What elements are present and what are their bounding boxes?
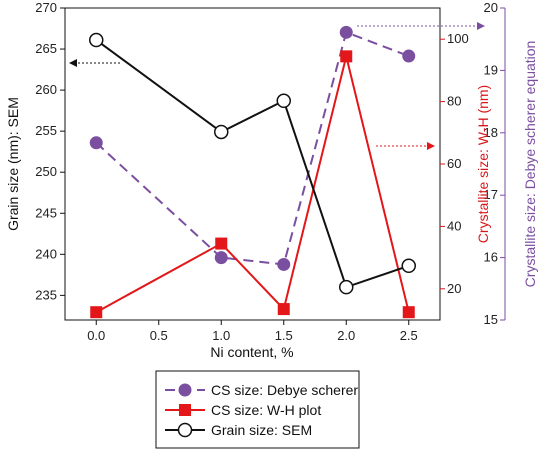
series-cs-size-debye-scherer bbox=[89, 25, 416, 271]
y-left-tick-label: 250 bbox=[35, 164, 57, 179]
x-tick-label: 1.5 bbox=[275, 328, 293, 343]
data-point bbox=[339, 25, 353, 39]
legend-label: CS size: W-H plot bbox=[211, 402, 321, 418]
y-axis-right-debye: 15 16 17 18 19 20 bbox=[484, 0, 506, 327]
legend-item-grain-size-sem: Grain size: SEM bbox=[165, 422, 312, 438]
x-axis-title: Ni content, % bbox=[210, 344, 293, 360]
data-point bbox=[214, 251, 228, 265]
legend-marker bbox=[177, 422, 193, 438]
data-point bbox=[402, 306, 415, 319]
legend-item-cs-size-debye-scherer: CS size: Debye scherer bbox=[165, 382, 358, 398]
y-left-tick-label: 255 bbox=[35, 123, 57, 138]
series-layer bbox=[89, 25, 416, 319]
data-point bbox=[402, 49, 416, 63]
data-point bbox=[89, 32, 104, 48]
data-point bbox=[340, 50, 353, 63]
x-tick-label: 0.0 bbox=[87, 328, 105, 343]
series-cs-size-w-h-plot bbox=[90, 50, 415, 319]
data-point bbox=[276, 93, 291, 109]
y-right-wh-tick-label: 60 bbox=[447, 156, 461, 171]
y-right-wh-tick-label: 40 bbox=[447, 218, 461, 233]
x-axis: 0.0 0.5 1.0 1.5 2.0 2.5 bbox=[87, 320, 418, 343]
y-left-tick-label: 240 bbox=[35, 246, 57, 261]
y-axis-left-title: Grain size (nm): SEM bbox=[5, 97, 21, 231]
data-point bbox=[215, 237, 228, 250]
y-axis-left: 235 240 245 250 255 260 265 270 bbox=[35, 0, 65, 302]
data-point bbox=[89, 136, 103, 150]
y-right-wh-tick-label: 80 bbox=[447, 94, 461, 109]
x-tick-label: 2.5 bbox=[400, 328, 418, 343]
x-tick-label: 0.5 bbox=[150, 328, 168, 343]
series-line bbox=[95, 39, 410, 289]
y-left-tick-label: 245 bbox=[35, 205, 57, 220]
legend-label: Grain size: SEM bbox=[211, 422, 312, 438]
y-left-tick-label: 270 bbox=[35, 0, 57, 15]
legend-marker bbox=[179, 404, 191, 416]
data-point bbox=[277, 303, 290, 316]
data-point bbox=[339, 279, 354, 295]
y-left-tick-label: 260 bbox=[35, 82, 57, 97]
legend-label: CS size: Debye scherer bbox=[211, 382, 358, 398]
series-grain-size-sem bbox=[89, 32, 416, 295]
y-right-debye-tick-label: 15 bbox=[484, 312, 498, 327]
y-right-debye-tick-label: 19 bbox=[484, 62, 498, 77]
y-right-debye-tick-label: 20 bbox=[484, 0, 498, 15]
data-point bbox=[401, 258, 416, 274]
y-right-debye-tick-label: 16 bbox=[484, 250, 498, 265]
legend: CS size: Debye scherer CS size: W-H plot G… bbox=[155, 370, 360, 449]
y-axis-right-wh-title: Crystallite size: W-H (nm) bbox=[475, 85, 491, 243]
legend-item-cs-size-w-h-plot: CS size: W-H plot bbox=[165, 402, 321, 418]
y-axis-right-debye-title: Crystallite size: Debye scherer equation bbox=[522, 41, 538, 288]
data-point bbox=[277, 257, 291, 271]
y-right-wh-tick-label: 20 bbox=[447, 281, 461, 296]
plot-area bbox=[64, 7, 441, 321]
x-tick-label: 1.0 bbox=[212, 328, 230, 343]
legend-marker bbox=[178, 383, 192, 397]
data-point bbox=[214, 124, 229, 140]
data-point bbox=[90, 306, 103, 319]
y-left-tick-label: 265 bbox=[35, 41, 57, 56]
y-axis-right-wh: 20 40 60 80 100 bbox=[440, 31, 469, 296]
series-line bbox=[95, 31, 410, 266]
x-tick-label: 2.0 bbox=[337, 328, 355, 343]
series-line bbox=[95, 56, 410, 314]
y-left-tick-label: 235 bbox=[35, 287, 57, 302]
y-right-debye-tick-label: 18 bbox=[484, 125, 498, 140]
y-right-debye-tick-label: 17 bbox=[484, 187, 498, 202]
y-right-wh-tick-label: 100 bbox=[447, 31, 469, 46]
